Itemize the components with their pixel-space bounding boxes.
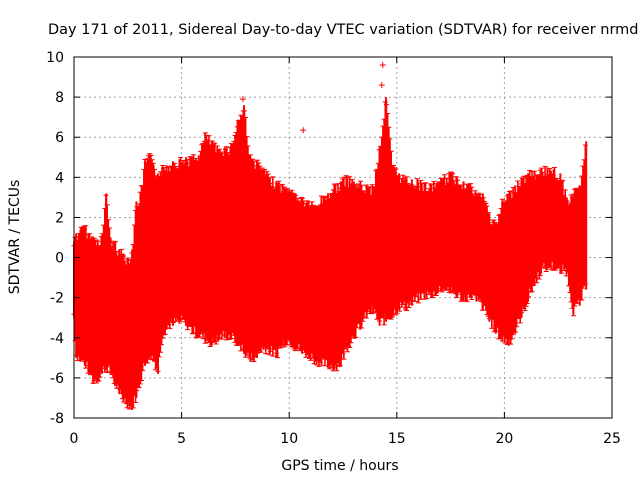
y-tick-label: 0 xyxy=(55,251,64,267)
y-tick-label: 2 xyxy=(55,210,64,226)
y-tick-label: 6 xyxy=(55,130,64,146)
y-tick-label: -6 xyxy=(50,371,64,387)
y-tick-label: -2 xyxy=(50,291,64,307)
x-tick-label: 25 xyxy=(603,431,621,447)
y-axis-label: SDTVAR / TECUs xyxy=(7,180,23,295)
x-tick-label: 10 xyxy=(280,431,298,447)
x-tick-label: 5 xyxy=(177,431,186,447)
y-tick-label: 10 xyxy=(46,50,64,66)
y-tick-label: -4 xyxy=(50,331,64,347)
chart-title: Day 171 of 2011, Sidereal Day-to-day VTE… xyxy=(48,22,639,38)
x-tick-label: 15 xyxy=(388,431,406,447)
x-axis-label: GPS time / hours xyxy=(281,458,398,474)
y-axis-ticks: -8 -6 -4 -2 0 2 4 6 8 10 xyxy=(46,50,612,427)
x-axis-ticks: 0 5 10 15 20 25 xyxy=(70,57,621,447)
y-tick-label: -8 xyxy=(50,411,64,427)
plot-frame xyxy=(73,56,613,419)
x-tick-label: 0 xyxy=(70,431,79,447)
data-series xyxy=(71,97,588,410)
y-tick-label: 8 xyxy=(55,90,64,106)
outlier-points xyxy=(239,62,386,134)
y-tick-label: 4 xyxy=(55,170,64,186)
x-tick-label: 20 xyxy=(495,431,513,447)
